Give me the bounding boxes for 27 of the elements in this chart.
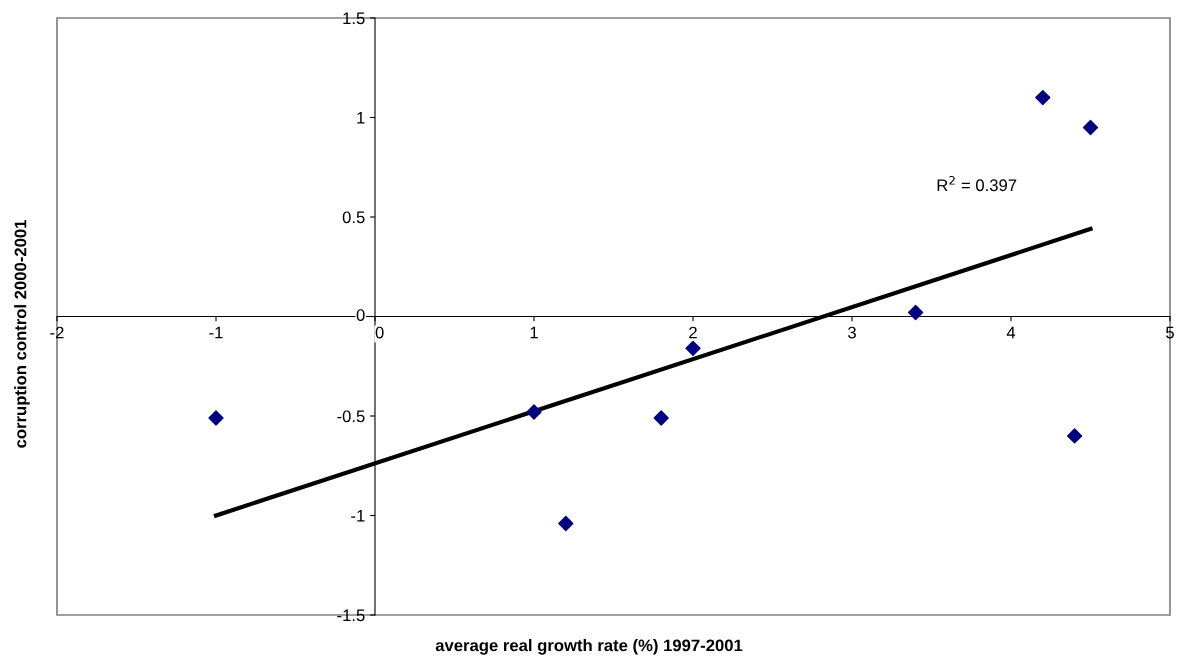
y-tick-label: 0.5 — [342, 211, 365, 224]
y-axis-title: corruption control 2000-2001 — [14, 220, 30, 448]
y-tick-label: 1 — [357, 112, 365, 124]
y-tick-label: -1.5 — [337, 609, 365, 622]
point — [685, 340, 701, 356]
x-tick-label: 2 — [689, 326, 697, 339]
x-tick-label: -1 — [209, 326, 223, 339]
point — [1082, 119, 1099, 136]
x-tick-label: 5 — [1166, 326, 1174, 339]
annotation: R$^{2}$ = 0.397 — [937, 175, 1017, 192]
y-tick-label: 0 — [356, 309, 365, 321]
point — [653, 410, 669, 426]
x-tick-label: -2 — [50, 326, 64, 339]
point — [558, 515, 574, 532]
y-tick-label: 1.5 — [343, 12, 365, 25]
point — [1035, 89, 1051, 106]
x-tick-label: 0 — [375, 326, 384, 339]
x-axis-title: average real growth rate (%) 1997-2001 — [435, 639, 743, 655]
x-tick-label: 1 — [530, 326, 538, 339]
point — [907, 304, 924, 321]
x-tick-label: 4 — [1006, 326, 1016, 339]
point — [208, 410, 224, 426]
point — [1066, 428, 1083, 444]
point — [526, 404, 542, 420]
x-tick-label: 3 — [848, 326, 856, 339]
y-tick-label: -1 — [351, 510, 365, 522]
y-tick-label: -0.5 — [337, 410, 365, 423]
